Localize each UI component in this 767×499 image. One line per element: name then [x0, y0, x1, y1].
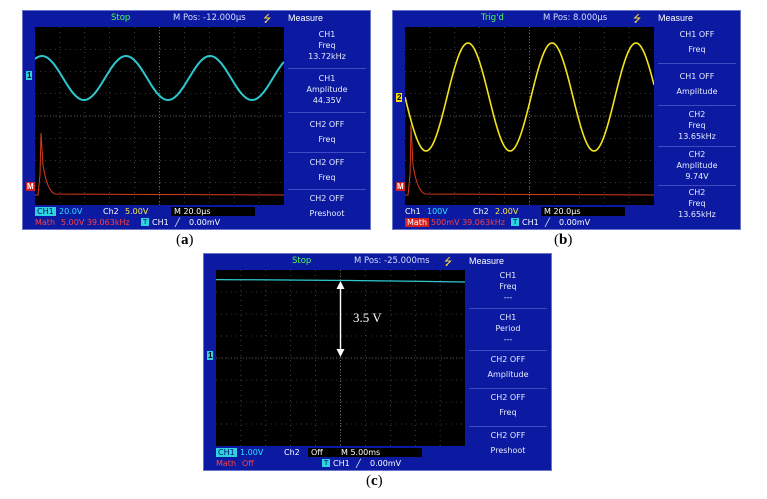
arrow-up-head — [336, 281, 345, 289]
measure-slot-5[interactable]: CH2 OFF Preshoot — [309, 194, 345, 218]
m-pos-readout: M Pos: 8.000µs — [543, 13, 608, 23]
measure-slot-1[interactable]: CH1 OFF Freq — [679, 30, 715, 54]
math-trace — [35, 132, 284, 196]
measure-slot-2[interactable]: CH1 Amplitude 44.35V — [306, 74, 348, 105]
trigger-edge-icon: ╱ — [356, 459, 361, 468]
waveform-screen — [405, 27, 654, 205]
ch1-label: CH1 — [216, 448, 237, 457]
measure-slot-1[interactable]: CH1 Freq --- — [499, 271, 517, 302]
trigger-icon: T — [322, 459, 331, 467]
trigger-icon: T — [511, 218, 520, 226]
status-bar: Trig'd M Pos: 8.000µs ⭍ — [393, 11, 654, 27]
measure-slot-3[interactable]: CH2 OFF Freq — [309, 120, 345, 144]
measure-slot-4[interactable]: CH2 OFF Freq — [490, 393, 526, 417]
measure-slot-5[interactable]: CH2 OFF Preshoot — [490, 431, 526, 455]
math-label: Math — [405, 218, 430, 227]
measure-slot-2[interactable]: CH1 Period --- — [495, 313, 521, 344]
ch1-scale: 100V — [427, 207, 448, 216]
waveform-plot — [35, 27, 284, 205]
trigger-level: 0.00mV — [559, 218, 591, 227]
menu-title: Measure — [288, 13, 324, 23]
math-ground-marker: M — [26, 182, 35, 191]
math-ground-marker: M — [396, 182, 405, 191]
measure-slot-1[interactable]: CH1 Freq 13.72kHz — [308, 30, 346, 61]
waveform-screen — [35, 27, 284, 205]
measure-slot-2[interactable]: CH1 OFF Amplitude — [676, 72, 718, 96]
math-info: 5.00V 39.063kHz — [61, 218, 130, 227]
run-state: Trig'd — [481, 13, 504, 23]
caption-b: (b) — [554, 232, 573, 248]
trigger-level: 0.00mV — [370, 459, 402, 468]
waveform-screen: 3.5 V — [216, 270, 465, 446]
ch1-ground-marker: 1 — [26, 71, 33, 80]
measure-slot-4[interactable]: CH2 Amplitude 9.74V — [676, 150, 718, 181]
run-state: Stop — [292, 256, 312, 266]
m-pos-readout: M Pos: -12.000µs — [173, 13, 246, 23]
measure-menu: Measure CH1 OFF Freq CH1 OFF Amplitude C… — [654, 11, 740, 229]
voltage-annotation: 3.5 V — [353, 310, 382, 325]
caption-c: (c) — [366, 473, 383, 489]
ch1-label: Ch1 — [405, 207, 421, 216]
menu-title: Measure — [469, 256, 505, 266]
channel-status-bar: CH1 1.00V Ch2 Off M 5.00ms Math Off T CH… — [204, 448, 465, 470]
arrow-down-head — [336, 349, 345, 357]
channel-status-bar: Ch1 100V Ch2 2.00V M 20.0µs Math 500mV 3… — [393, 207, 654, 229]
m-pos-readout: M Pos: -25.000ms — [354, 256, 430, 266]
trigger-source: CH1 — [333, 459, 350, 468]
ch1-ground-marker: 1 — [207, 351, 214, 360]
math-label: Math — [216, 459, 237, 468]
measure-menu: Measure CH1 Freq 13.72kHz CH1 Amplitude … — [284, 11, 370, 229]
usb-icon: ⭍ — [263, 14, 272, 25]
waveform-trace — [216, 279, 465, 283]
oscilloscope-panel-a: Stop M Pos: -12.000µs ⭍ 1 M ◀ Measure CH… — [22, 10, 371, 230]
status-bar: Stop M Pos: -12.000µs ⭍ — [23, 11, 284, 27]
caption-a: (a) — [176, 232, 194, 248]
measure-slot-4[interactable]: CH2 OFF Freq — [309, 158, 345, 182]
waveform-trace — [405, 42, 654, 152]
trigger-source: CH1 — [522, 218, 539, 227]
ch2-label: Ch2 — [284, 448, 300, 457]
ch1-scale: 1.00V — [240, 448, 264, 457]
waveform-plot — [405, 27, 654, 205]
trigger-source: CH1 — [152, 218, 169, 227]
math-info: 500mV 39.063kHz — [431, 218, 505, 227]
oscilloscope-panel-b: Trig'd M Pos: 8.000µs ⭍ 2 M ◀ Measure CH… — [392, 10, 741, 230]
timebase: M 20.0µs — [171, 207, 255, 216]
waveform-plot — [216, 270, 465, 446]
math-info: Off — [242, 459, 254, 468]
usb-icon: ⭍ — [444, 257, 453, 268]
run-state: Stop — [111, 13, 131, 23]
ch2-label: Ch2 — [473, 207, 489, 216]
ch2-scale: Off — [308, 448, 340, 457]
timebase: M 20.0µs — [541, 207, 625, 216]
math-label: Math — [35, 218, 56, 227]
status-bar: Stop M Pos: -25.000ms ⭍ — [204, 254, 465, 270]
math-trace — [405, 124, 654, 196]
ch2-ground-marker: 2 — [396, 93, 403, 102]
measure-slot-5[interactable]: CH2 Freq 13.65kHz — [678, 188, 716, 219]
ch2-label: Ch2 — [103, 207, 119, 216]
oscilloscope-panel-c: Stop M Pos: -25.000ms ⭍ 3.5 V 1 ◀ Measur… — [203, 253, 552, 471]
usb-icon: ⭍ — [633, 14, 642, 25]
measure-menu: Measure CH1 Freq --- CH1 Period --- CH2 … — [465, 254, 551, 470]
channel-status-bar: CH1 20.0V Ch2 5.00V M 20.0µs Math 5.00V … — [23, 207, 284, 229]
timebase: M 5.00ms — [338, 448, 422, 457]
waveform-trace — [35, 54, 284, 102]
ch1-scale: 20.0V — [59, 207, 83, 216]
measure-slot-3[interactable]: CH2 OFF Amplitude — [487, 355, 529, 379]
ch1-label: CH1 — [35, 207, 56, 216]
measure-slot-3[interactable]: CH2 Freq 13.65kHz — [678, 110, 716, 141]
ch2-scale: 2.00V — [495, 207, 519, 216]
trigger-level: 0.00mV — [189, 218, 221, 227]
trigger-icon: T — [141, 218, 150, 226]
trigger-edge-icon: ╱ — [545, 218, 550, 227]
menu-title: Measure — [658, 13, 694, 23]
ch2-scale: 5.00V — [125, 207, 149, 216]
trigger-edge-icon: ╱ — [175, 218, 180, 227]
